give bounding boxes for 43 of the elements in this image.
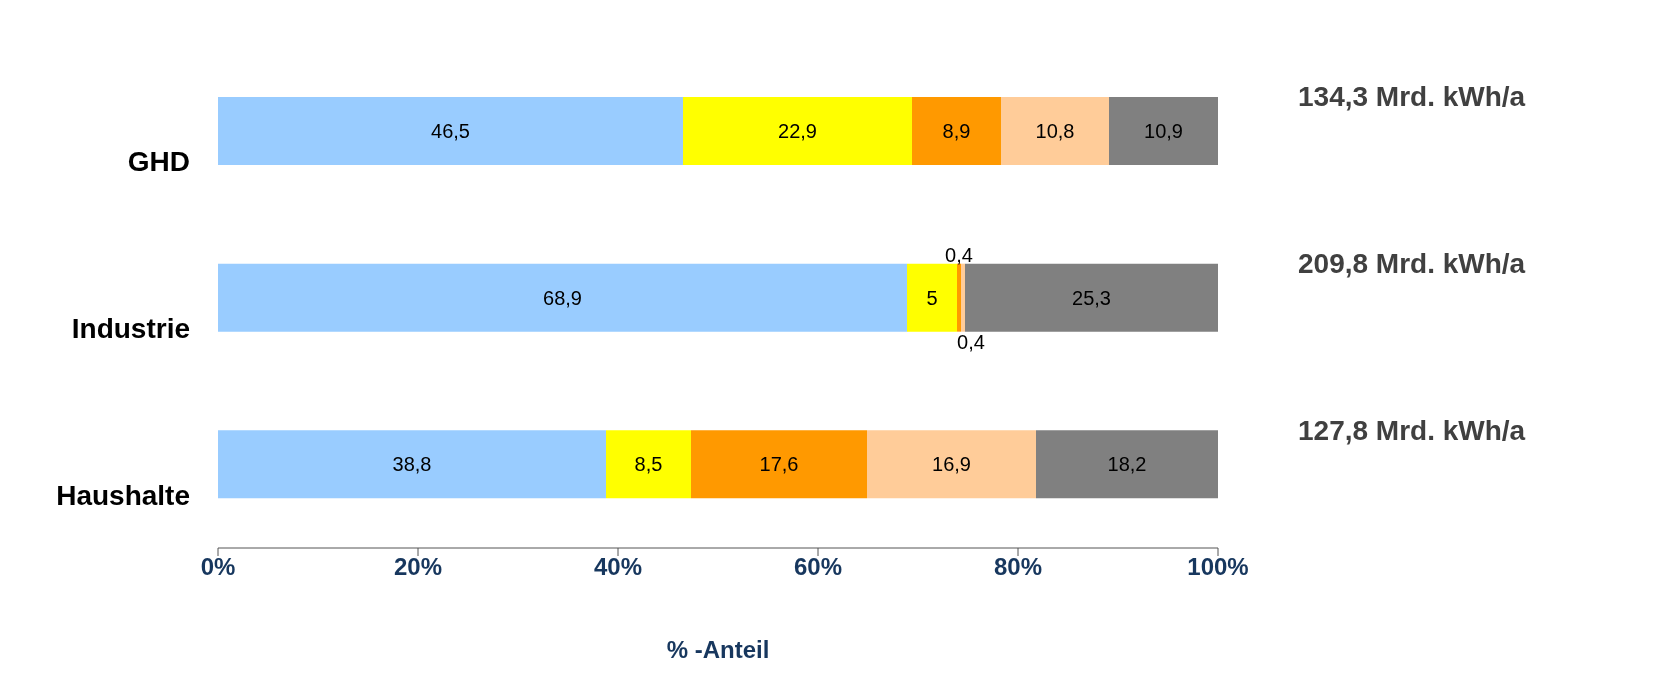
data-label: 18,2 <box>1107 453 1147 476</box>
data-label: 68,9 <box>543 286 582 309</box>
x-tick-label: 80% <box>993 553 1043 581</box>
data-label: 10,9 <box>1144 120 1183 142</box>
bar <box>218 263 907 332</box>
text: 134,3 Mrd. kWh/a <box>1298 81 1526 114</box>
bar <box>683 97 912 165</box>
x-tick-label: 100% <box>1187 553 1249 581</box>
data-label: 5 <box>926 286 938 309</box>
data-label: 16,9 <box>932 453 971 476</box>
data-label: 8,5 <box>634 453 663 476</box>
bar <box>691 430 867 499</box>
bar <box>606 430 691 499</box>
bar <box>965 263 1218 332</box>
x-tick-label: 0% <box>200 553 236 581</box>
data-label: 22,9 <box>778 120 817 142</box>
bar <box>218 430 606 499</box>
bar <box>957 263 961 332</box>
bar <box>1001 97 1109 165</box>
y-tick-label: Industrie <box>71 313 190 344</box>
bar <box>907 263 957 332</box>
x-axis-title: % -Anteil <box>666 636 770 663</box>
data-label: 17,6 <box>759 453 799 476</box>
data-label: 38,8 <box>392 453 432 476</box>
y-tick-label: GHD <box>127 146 190 178</box>
data-label: 25,3 <box>1072 286 1111 309</box>
bar <box>912 97 1001 165</box>
data-label: 46,5 <box>431 120 470 142</box>
x-tick-label: 60% <box>793 553 843 581</box>
x-tick-label: 40% <box>593 553 643 581</box>
bar <box>961 263 965 332</box>
data-label: 0,4 <box>945 243 973 266</box>
bar <box>867 430 1036 499</box>
text: 209,8 Mrd. kWh/a <box>1298 248 1526 280</box>
data-label: 8,9 <box>942 120 971 142</box>
data-label: 10,8 <box>1035 120 1075 142</box>
bar <box>1109 97 1218 165</box>
text: 127,8 Mrd. kWh/a <box>1298 414 1526 447</box>
y-tick-label: Haushalte <box>56 479 190 511</box>
bar <box>1036 430 1218 499</box>
x-tick-label: 20% <box>393 553 443 581</box>
bar <box>218 97 683 165</box>
data-label: 0,4 <box>957 330 985 353</box>
